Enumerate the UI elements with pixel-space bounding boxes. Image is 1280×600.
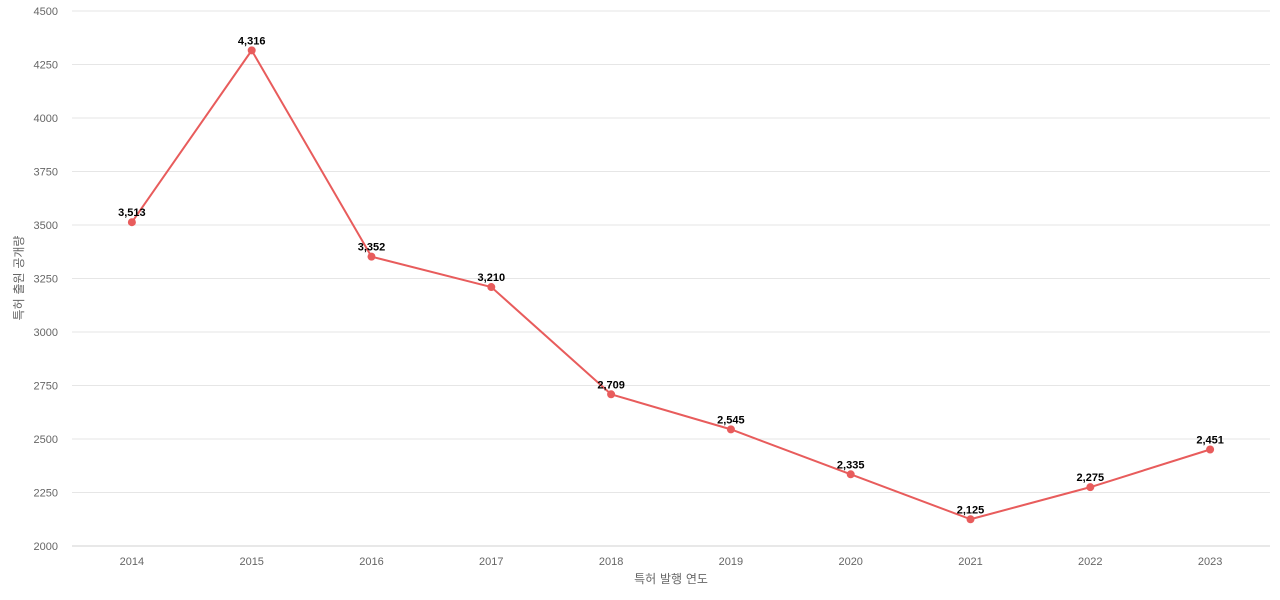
data-label: 4,316 (238, 35, 266, 47)
y-tick-label: 4000 (34, 113, 58, 125)
x-tick-label: 2019 (719, 556, 743, 568)
data-label: 2,709 (597, 379, 625, 391)
data-point (247, 46, 256, 55)
data-label: 2,125 (957, 504, 985, 516)
data-point (367, 252, 376, 261)
data-label: 3,513 (118, 207, 146, 219)
data-label: 3,210 (478, 272, 506, 284)
series-line-path (131, 49, 1211, 521)
series-line (131, 49, 1211, 521)
data-point (1206, 445, 1215, 454)
x-tick-label: 2016 (359, 556, 383, 568)
x-tick-label: 2014 (120, 556, 144, 568)
y-tick-label: 2250 (34, 488, 58, 500)
data-label: 3,352 (358, 242, 386, 254)
data-points (127, 46, 1215, 524)
data-label: 2,451 (1196, 434, 1224, 446)
x-tick-label: 2022 (1078, 556, 1102, 568)
x-tick-labels: 2014 2015 2016 2017 2018 2019 2020 2021 2022 2023 (120, 556, 1223, 568)
data-point (966, 515, 975, 524)
data-point (607, 390, 616, 399)
y-tick-label: 4250 (34, 60, 58, 72)
data-point (127, 218, 136, 227)
y-tick-label: 3500 (34, 220, 58, 232)
data-point (726, 425, 735, 434)
x-tick-label: 2018 (599, 556, 623, 568)
y-tick-label: 4500 (34, 6, 58, 18)
y-tick-label: 3750 (34, 167, 58, 179)
data-label: 2,335 (837, 459, 865, 471)
x-tick-label: 2020 (838, 556, 862, 568)
x-axis-title: 특허 발행 연도 (634, 571, 708, 586)
data-label: 2,275 (1077, 472, 1105, 484)
data-label: 2,545 (717, 414, 745, 426)
y-tick-label: 3000 (34, 327, 58, 339)
y-tick-label: 2500 (34, 434, 58, 446)
y-tick-label: 2750 (34, 381, 58, 393)
data-point (487, 283, 496, 292)
y-tick-labels: 2000 2250 2500 2750 3000 3250 3500 3750 4000 4250… (34, 6, 58, 553)
y-axis-title: 특허 출원 공개량 (12, 236, 26, 321)
y-tick-label: 3250 (34, 274, 58, 286)
data-point (1086, 483, 1095, 492)
x-tick-label: 2015 (239, 556, 263, 568)
grid-lines (72, 10, 1270, 547)
x-tick-label: 2021 (958, 556, 982, 568)
y-tick-label: 2000 (34, 541, 58, 553)
data-point (846, 470, 855, 479)
x-tick-label: 2023 (1198, 556, 1222, 568)
data-labels: 3,513 4,316 3,352 3,210 2,709 2,545 2,335 2,125… (118, 35, 1224, 516)
x-tick-label: 2017 (479, 556, 503, 568)
